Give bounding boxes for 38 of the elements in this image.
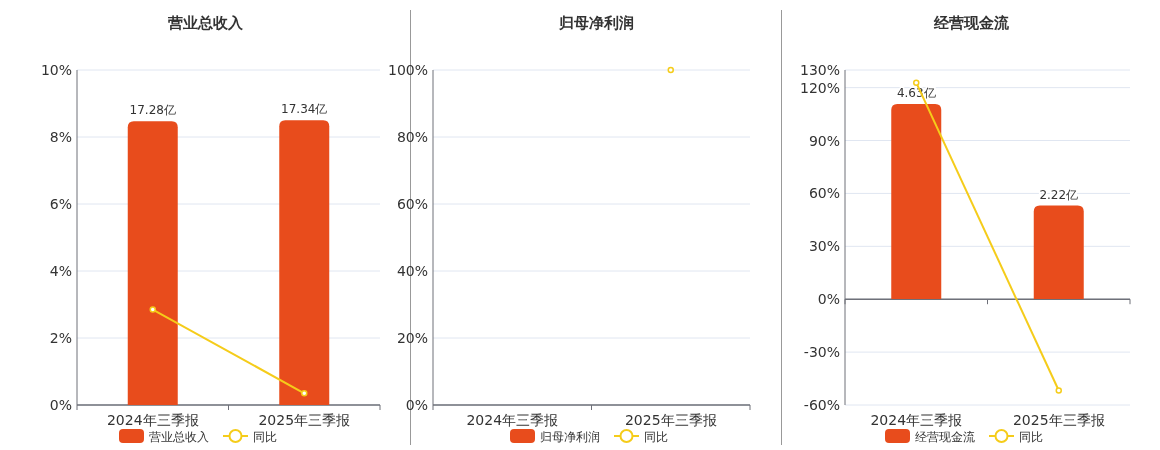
y-tick-label: 120% <box>799 79 840 96</box>
data-label: 17.34亿 <box>281 102 328 117</box>
x-tick-label: 2024年三季报 <box>106 412 199 428</box>
y-tick-label: 90% <box>808 132 840 149</box>
y-tick-label: -60% <box>803 397 840 413</box>
legend-label: 营业总收入 <box>149 430 209 444</box>
data-label: 2.22亿 <box>1039 187 1079 202</box>
y-tick-label: 4% <box>49 263 72 279</box>
legend-label: 同比 <box>253 430 277 444</box>
x-tick-label: 2025年三季报 <box>258 412 351 428</box>
y-tick-label: 8% <box>49 129 72 145</box>
x-tick-label: 2025年三季报 <box>624 412 717 428</box>
legend-label: 同比 <box>1019 430 1043 444</box>
x-tick-label: 2025年三季报 <box>1012 412 1105 428</box>
y-tick-label: 30% <box>808 238 840 255</box>
y-tick-label: 6% <box>49 196 72 212</box>
y-tick-label: 80% <box>396 129 428 145</box>
x-tick-label: 2024年三季报 <box>870 412 963 428</box>
legend-label: 经营现金流 <box>915 430 975 444</box>
y-tick-label: 10% <box>40 62 72 78</box>
y-tick-label: 100% <box>387 62 428 78</box>
legend-label: 同比 <box>644 430 668 444</box>
chart-title: 归母净利润 <box>557 14 634 32</box>
y-tick-label: 2% <box>49 330 72 346</box>
y-tick-label: 0% <box>405 397 428 413</box>
data-label: 17.28亿 <box>129 103 176 118</box>
x-tick-label: 2024年三季报 <box>466 412 559 428</box>
y-tick-label: 40% <box>396 263 428 279</box>
chart-title: 营业总收入 <box>166 14 244 32</box>
y-tick-label: 130% <box>799 62 840 78</box>
y-tick-label: 0% <box>49 397 72 413</box>
y-tick-label: 60% <box>808 185 840 202</box>
y-tick-label: 20% <box>396 330 428 346</box>
y-tick-label: 60% <box>396 196 428 212</box>
legend-label: 归母净利润 <box>540 430 600 444</box>
chart-title: 经营现金流 <box>932 14 1010 32</box>
y-tick-label: 0% <box>817 291 840 308</box>
y-tick-label: -30% <box>803 344 840 361</box>
